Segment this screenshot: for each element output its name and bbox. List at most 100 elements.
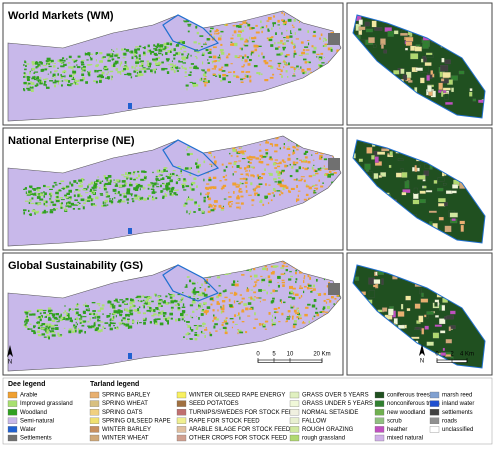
land-patch	[127, 318, 130, 320]
land-patch	[82, 310, 86, 314]
land-patch	[241, 70, 245, 73]
field	[423, 185, 427, 189]
land-patch	[201, 309, 205, 312]
land-patch	[103, 184, 106, 187]
land-patch	[187, 53, 190, 56]
land-patch	[87, 52, 89, 55]
land-patch	[283, 59, 286, 63]
land-patch	[178, 60, 181, 63]
land-patch	[107, 57, 110, 60]
field	[365, 28, 373, 33]
land-patch	[149, 321, 152, 324]
land-patch	[292, 149, 295, 153]
land-patch	[272, 73, 275, 76]
land-patch	[186, 199, 188, 202]
field	[442, 72, 451, 78]
land-patch	[161, 310, 164, 313]
land-patch	[171, 308, 173, 312]
land-patch	[51, 331, 56, 334]
land-patch	[252, 298, 256, 301]
field	[358, 158, 363, 163]
land-patch	[83, 69, 86, 72]
land-patch	[283, 13, 285, 16]
land-patch	[70, 202, 74, 206]
land-patch	[123, 193, 126, 196]
land-patch	[105, 177, 109, 180]
land-patch	[246, 22, 248, 24]
land-patch	[111, 76, 113, 78]
land-patch	[59, 59, 64, 62]
land-patch	[261, 52, 263, 56]
land-patch	[334, 298, 337, 300]
land-patch	[53, 62, 56, 64]
land-patch	[214, 60, 217, 62]
land-patch	[245, 38, 248, 42]
land-patch	[281, 75, 283, 78]
land-patch	[97, 319, 99, 322]
land-patch	[201, 332, 205, 334]
land-patch	[246, 269, 249, 271]
land-patch	[169, 175, 173, 177]
land-patch	[45, 323, 47, 327]
land-patch	[174, 174, 176, 177]
land-patch	[285, 320, 287, 323]
land-patch	[202, 322, 205, 325]
land-patch	[176, 70, 179, 72]
land-patch	[63, 59, 66, 62]
land-patch	[182, 58, 186, 61]
land-patch	[280, 273, 285, 275]
land-patch	[104, 327, 106, 329]
land-patch	[133, 178, 136, 181]
land-patch	[129, 177, 133, 180]
land-patch	[26, 84, 29, 87]
land-patch	[273, 308, 278, 310]
land-patch	[195, 84, 199, 87]
land-patch	[31, 89, 34, 92]
land-patch	[269, 76, 274, 79]
legend-label: roads	[442, 418, 457, 424]
land-patch	[193, 66, 198, 69]
land-patch	[212, 204, 214, 206]
land-patch	[231, 326, 233, 329]
land-patch	[155, 68, 157, 70]
land-patch	[238, 184, 240, 187]
land-patch	[139, 45, 142, 48]
land-patch	[303, 179, 306, 183]
land-patch	[62, 186, 64, 188]
land-patch	[85, 81, 88, 84]
land-patch	[183, 50, 187, 53]
land-patch	[31, 86, 33, 88]
land-patch	[299, 317, 302, 320]
land-patch	[117, 191, 120, 194]
land-patch	[58, 319, 60, 322]
land-patch	[291, 40, 293, 43]
land-patch	[233, 161, 238, 163]
land-patch	[277, 180, 282, 184]
land-patch	[147, 49, 149, 51]
land-patch	[191, 188, 195, 191]
land-patch	[189, 210, 192, 214]
land-patch	[190, 329, 194, 332]
land-patch	[181, 41, 184, 44]
land-patch	[275, 290, 278, 292]
field	[442, 87, 451, 91]
land-patch	[93, 203, 95, 205]
land-patch	[225, 56, 229, 59]
land-patch	[77, 189, 81, 192]
land-patch	[270, 44, 274, 47]
field	[407, 79, 413, 83]
land-patch	[26, 76, 30, 79]
land-patch	[77, 80, 79, 82]
field	[440, 65, 449, 72]
land-patch	[222, 176, 226, 178]
land-patch	[294, 70, 296, 73]
land-patch	[206, 278, 208, 282]
field	[373, 284, 378, 288]
land-patch	[306, 60, 310, 64]
land-patch	[85, 305, 89, 308]
land-patch	[90, 181, 94, 185]
land-patch	[269, 173, 273, 176]
land-patch	[137, 308, 140, 312]
land-patch	[320, 52, 324, 55]
